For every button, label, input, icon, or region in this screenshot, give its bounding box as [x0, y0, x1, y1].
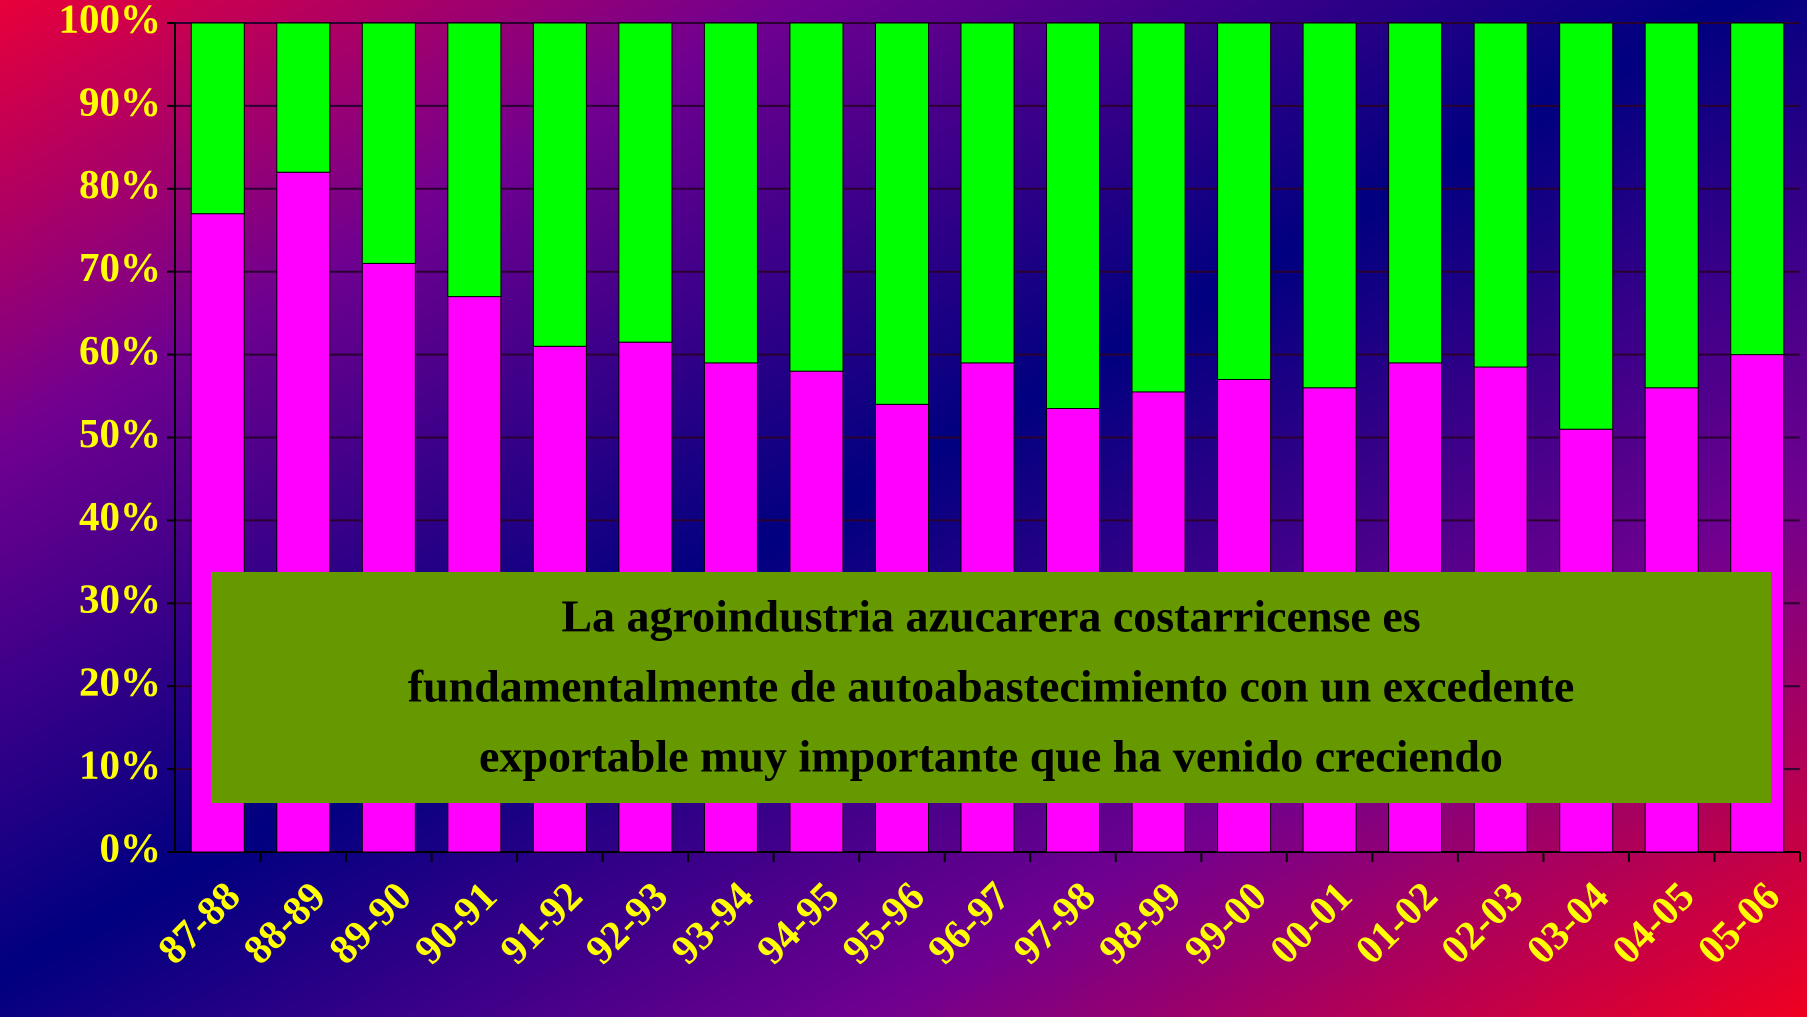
x-tick-label: 00-01	[1260, 872, 1360, 972]
x-tick-label: 94-95	[747, 872, 847, 972]
bar-segment	[447, 22, 502, 298]
bar-segment	[276, 22, 331, 173]
annotation-text: La agroindustria azucarera costarricense…	[561, 591, 1420, 642]
bar-segment	[1302, 22, 1357, 389]
bar-segment	[1131, 22, 1186, 393]
y-tick-label: 40%	[79, 493, 161, 539]
y-tick-label: 80%	[79, 161, 161, 207]
bar-segment	[703, 22, 758, 364]
x-tick-label: 04-05	[1603, 872, 1703, 972]
bar-segment	[1046, 22, 1101, 409]
x-tick-label: 01-02	[1346, 872, 1446, 972]
x-tick-label: 03-04	[1517, 872, 1617, 972]
y-tick-label: 90%	[79, 78, 161, 124]
x-tick-label: 95-96	[833, 872, 933, 972]
x-tick-label: 89-90	[320, 872, 420, 972]
bar-segment	[190, 22, 245, 215]
x-tick-label: 87-88	[149, 872, 249, 972]
bar-segment	[1473, 22, 1528, 368]
bar-segment	[960, 22, 1015, 364]
x-tick-label: 90-91	[405, 872, 505, 972]
bar-segment	[618, 22, 673, 343]
bar-segment	[1730, 22, 1785, 356]
annotation-text: exportable muy importante que ha venido …	[479, 731, 1503, 782]
x-tick-label: 98-99	[1089, 872, 1189, 972]
x-tick-label: 88-89	[234, 872, 334, 972]
y-tick-label: 10%	[79, 742, 161, 788]
bar-segment	[361, 22, 416, 264]
annotation-box	[211, 572, 1771, 803]
bar-segment	[532, 22, 587, 347]
bar-segment	[1217, 22, 1272, 380]
bar-segment	[874, 22, 929, 405]
x-tick-label: 96-97	[918, 872, 1018, 972]
x-tick-label: 05-06	[1688, 872, 1788, 972]
x-tick-label: 92-93	[576, 872, 676, 972]
x-tick-label: 99-00	[1175, 872, 1275, 972]
bar-segment	[1559, 22, 1614, 430]
x-tick-label: 93-94	[662, 872, 762, 972]
x-tick-label: 91-92	[491, 872, 591, 972]
y-tick-label: 100%	[59, 0, 162, 41]
annotation-text: fundamentalmente de autoabastecimiento c…	[408, 661, 1575, 712]
x-tick-label: 02-03	[1432, 872, 1532, 972]
bar-segment	[789, 22, 844, 372]
bar-segment	[1644, 22, 1699, 389]
x-tick-label: 97-98	[1004, 872, 1104, 972]
y-tick-label: 60%	[79, 327, 161, 373]
y-tick-label: 30%	[79, 576, 161, 622]
bar-segment	[1388, 22, 1443, 364]
y-tick-label: 50%	[79, 410, 161, 456]
y-tick-label: 70%	[79, 244, 161, 290]
y-tick-label: 20%	[79, 659, 161, 705]
y-tick-label: 0%	[100, 824, 162, 870]
